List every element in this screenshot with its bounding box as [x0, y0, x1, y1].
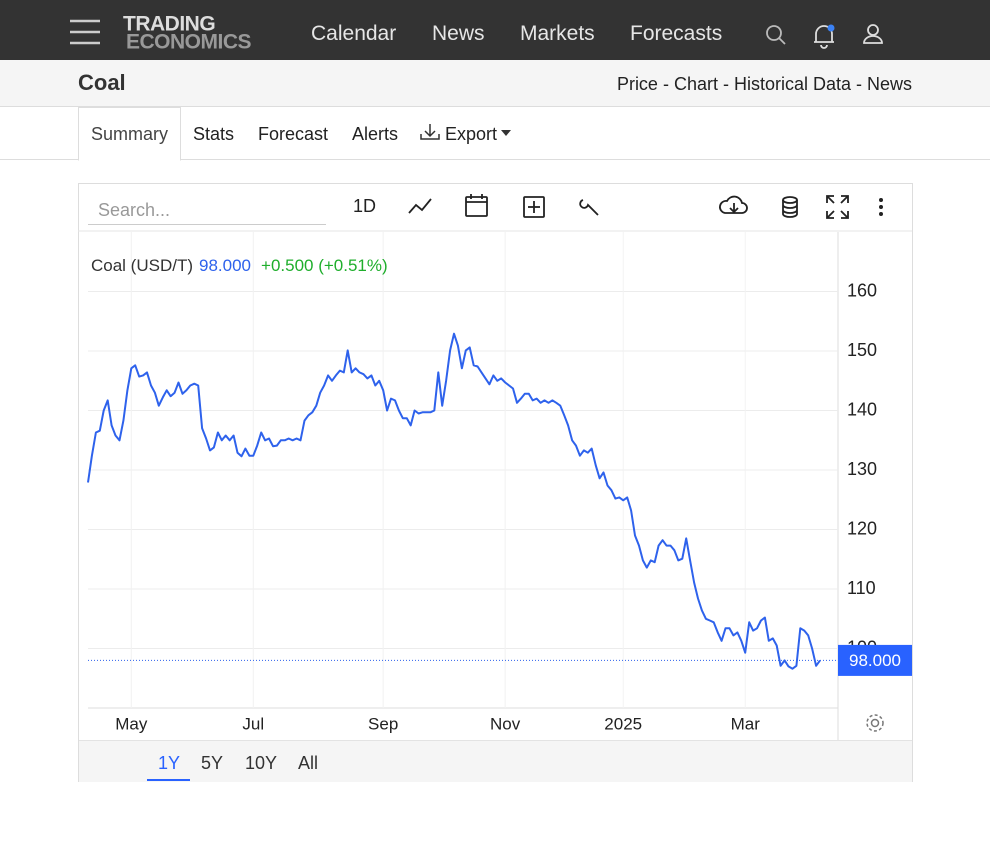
range-bar: [79, 740, 912, 782]
tab[interactable]: Export: [445, 124, 498, 144]
y-tick-label: 110: [847, 578, 876, 598]
more-icon[interactable]: [879, 198, 883, 216]
x-tick-label: Sep: [368, 714, 398, 733]
line-style-icon[interactable]: [408, 198, 432, 214]
y-tick-label: 130: [847, 459, 877, 479]
y-tick-label: 150: [847, 340, 877, 360]
nav-icons-right: [766, 24, 883, 49]
calendar-icon[interactable]: [465, 194, 488, 217]
tab[interactable]: Alerts: [352, 124, 399, 144]
legend-name: Coal (USD/T): [91, 256, 193, 275]
tab[interactable]: Stats: [193, 124, 235, 144]
legend-change: +0.500 (+0.51%): [261, 256, 388, 275]
top-nav: [0, 0, 990, 60]
tab[interactable]: Forecast: [258, 124, 329, 144]
logo-bottom[interactable]: ECONOMICS: [126, 31, 252, 54]
nav-link[interactable]: Forecasts: [630, 22, 723, 45]
range-button[interactable]: 1Y: [158, 753, 181, 773]
search-box[interactable]: Search...: [88, 200, 326, 225]
y-tick-label: 160: [847, 280, 877, 300]
nav-link[interactable]: Markets: [520, 22, 595, 45]
wrench-icon[interactable]: [579, 199, 599, 216]
tab[interactable]: Summary: [91, 124, 169, 144]
bell-icon[interactable]: [814, 25, 834, 49]
header-bar: [0, 60, 990, 107]
x-tick-label: May: [115, 714, 148, 733]
cloud-download-icon[interactable]: [719, 195, 748, 214]
range-underline: [147, 779, 190, 781]
logo-top[interactable]: TRADING: [123, 13, 216, 36]
export-icons: [420, 124, 511, 140]
database-icon[interactable]: [782, 196, 798, 218]
tab-bar: [0, 107, 990, 160]
fullscreen-icon[interactable]: [826, 195, 849, 219]
y-tick-label: 140: [847, 399, 877, 419]
page-title: Coal: [78, 70, 126, 95]
last-price-label: 98.000: [849, 651, 901, 670]
nav-link[interactable]: News: [432, 22, 485, 45]
add-icon[interactable]: [523, 196, 545, 218]
active-tab[interactable]: [78, 107, 181, 161]
x-tick-label: 2025: [604, 714, 642, 733]
caret: [501, 130, 511, 136]
range-button[interactable]: 5Y: [201, 753, 224, 773]
user-icon[interactable]: [863, 24, 883, 44]
settings-icon[interactable]: [866, 714, 884, 732]
range-button[interactable]: All: [298, 753, 319, 773]
toolbar-icons: [408, 194, 849, 219]
header-links[interactable]: Price - Chart - Historical Data - News: [616, 74, 912, 94]
range-button[interactable]: 10Y: [245, 753, 278, 773]
download-icon[interactable]: [420, 124, 440, 140]
x-tick-label: Jul: [242, 714, 264, 733]
x-tick-label: Nov: [490, 714, 521, 733]
notification-dot: [827, 24, 835, 32]
legend: Coal (USD/T) 98.000 +0.500 (+0.51%): [91, 256, 388, 275]
nav-icons-left: TRADING ECONOMICS: [70, 13, 252, 54]
nav-link[interactable]: Calendar: [311, 22, 397, 45]
legend-value: 98.000: [199, 256, 251, 275]
search-icon[interactable]: [766, 25, 786, 45]
interval-button[interactable]: 1D: [353, 196, 377, 216]
x-tick-label: Mar: [731, 714, 761, 733]
last-price-tag: [838, 644, 912, 676]
price-line: [87, 332, 821, 670]
menu-icon[interactable]: [70, 19, 100, 45]
y-tick-label: 120: [847, 518, 877, 538]
